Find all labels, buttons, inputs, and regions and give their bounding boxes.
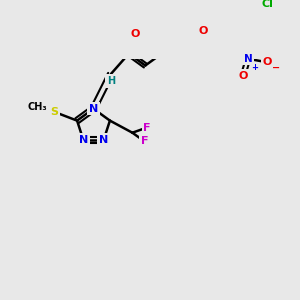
Text: −: − [272,62,280,72]
Text: O: O [238,71,248,81]
Text: N: N [244,54,252,64]
Text: S: S [51,107,58,117]
Text: F: F [141,136,148,146]
Text: N: N [99,135,108,145]
Text: H: H [107,76,115,86]
Text: O: O [199,26,208,36]
Text: CH₃: CH₃ [28,102,47,112]
Text: N: N [79,135,88,145]
Text: O: O [262,57,272,67]
Text: N: N [89,104,98,114]
Text: +: + [251,63,258,72]
Text: F: F [143,122,151,133]
Text: Cl: Cl [262,0,274,9]
Text: O: O [130,29,140,39]
